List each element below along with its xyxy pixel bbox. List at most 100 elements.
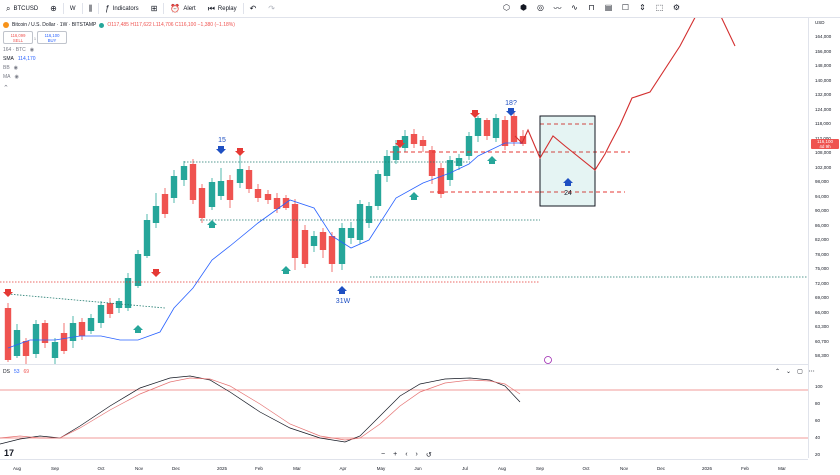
price-tick: 140,000 [815, 77, 832, 83]
eye-icon[interactable]: ◉ [29, 47, 35, 53]
candle-body [347, 228, 355, 238]
price-tick: 75,000 [815, 266, 829, 271]
candle-body [365, 206, 373, 223]
time-tick: Feb [741, 466, 749, 471]
replay-label: Replay [217, 5, 237, 12]
alert-button[interactable]: ⏰ Alert [164, 0, 201, 18]
undo-button[interactable]: ↶ [244, 0, 263, 18]
indicator-legend-bb[interactable]: BB ◉ [3, 65, 18, 71]
eye-icon[interactable]: ◉ [14, 74, 19, 80]
candle-body [428, 150, 436, 176]
cycle-arrow [337, 286, 347, 294]
price-tick: 60,700 [815, 338, 829, 344]
candle-body [483, 120, 491, 136]
indicators-button[interactable]: ƒ Indicators [99, 0, 144, 18]
time-tick: Oct [97, 466, 105, 471]
maximize-icon[interactable]: ▢ [797, 369, 803, 375]
candle-body [419, 140, 427, 146]
compare-button[interactable]: ⊕ [44, 0, 63, 18]
tradingview-logo: 17 [4, 448, 15, 458]
target-icon[interactable]: ◎ [537, 3, 544, 12]
ruler-icon[interactable]: ⇕ [639, 3, 646, 12]
oscillator-axis[interactable]: 100 80 60 40 20 [808, 366, 840, 458]
time-axis[interactable]: Aug Sep Oct Nov Dec 2025 Feb Mar Apr May Jun Jul Aug… [0, 459, 808, 475]
zoom-out-button[interactable]: − [381, 451, 386, 458]
oscillator-line-2 [0, 377, 521, 441]
candle-body [4, 308, 12, 360]
oscillator-tick: 60 [815, 418, 821, 423]
candle-body [115, 301, 123, 308]
divider [163, 3, 165, 14]
indicator-legend-sma[interactable]: SMA 114,170 [3, 56, 36, 62]
buy-arrow [133, 325, 143, 333]
candle-body [217, 181, 225, 196]
indicator-legend-ma[interactable]: MA ◉ [3, 74, 19, 80]
price-tick: 86,000 [815, 222, 829, 228]
time-tick: Aug [497, 466, 507, 471]
price-tick: 156,000 [815, 48, 832, 54]
wave-icon[interactable]: ∿ [571, 3, 578, 12]
move-up-icon[interactable]: ⌃ [775, 369, 781, 375]
cycle-label-15: 15 [218, 137, 226, 144]
candle-body [170, 176, 178, 198]
currency-label: USD [815, 20, 825, 25]
sell-arrow [470, 110, 480, 118]
oscillator-chart[interactable] [0, 366, 808, 458]
candle-body [97, 305, 105, 323]
settings-icon[interactable]: ⚙ [672, 3, 681, 12]
interval-button[interactable]: W [64, 0, 82, 18]
bb-label: BB [3, 65, 10, 71]
time-tick: Dec [656, 466, 666, 471]
zoom-in-button[interactable]: + [393, 451, 398, 458]
sell-button[interactable]: 116,099 SELL [3, 31, 33, 44]
oscillator-name: DS [3, 369, 10, 375]
table-icon[interactable]: ▤ [604, 3, 613, 12]
candle-body [510, 116, 518, 142]
fib-icon[interactable]: ⊓ [588, 3, 595, 12]
candle-body [198, 188, 206, 218]
candle-body [208, 182, 216, 207]
replay-button[interactable]: ⏮ Replay [202, 0, 243, 18]
more-icon[interactable]: ⋯ [808, 369, 815, 375]
indicator-legend-1[interactable]: 164 · BTC ◉ [3, 47, 34, 53]
time-tick: Jul [462, 466, 468, 471]
projection-box [539, 115, 596, 207]
candle-body [455, 158, 463, 166]
sell-arrow [151, 269, 161, 277]
candle-body [22, 341, 30, 356]
top-toolbar: ⌕ BTCUSD ⊕ W ⫼ ƒ Indicators ⊞ ⏰ Alert ⏮ … [0, 0, 840, 18]
divider [62, 3, 64, 14]
redo-button[interactable]: ↷ [262, 0, 281, 18]
symbol-search[interactable]: ⌕ BTCUSD [0, 0, 44, 18]
price-tick: 90,000 [815, 208, 829, 213]
price-axis[interactable]: USD 164,000 156,000 148,000 140,000 132,000 1… [808, 18, 840, 458]
buy-button[interactable]: 116,100 BUY [37, 31, 67, 44]
candle-body [87, 318, 95, 331]
candle-body [143, 220, 151, 256]
zoom-controls: − + ‹ › ↺ [378, 451, 435, 459]
oscillator-tick: 100 [815, 384, 823, 389]
move-down-icon[interactable]: ⌄ [786, 369, 792, 375]
ohlc-values: O117,485 H117,622 L114,706 C116,100 −1,3… [107, 22, 235, 28]
rect-select-icon[interactable]: ⬚ [655, 3, 664, 12]
reset-chart-button[interactable]: ↺ [425, 452, 432, 459]
sell-label: SELL [12, 38, 24, 43]
current-price-countdown: 4d 9h [819, 144, 831, 149]
chart-type-button[interactable]: ⫼ [83, 0, 99, 18]
scroll-left-button[interactable]: ‹ [405, 451, 408, 458]
pattern-tool-icon-2[interactable]: ⬢ [520, 3, 527, 12]
pane-separator[interactable] [0, 364, 808, 365]
zigzag-icon[interactable]: 〰 [553, 4, 562, 13]
chart-legend: Bitcoin / U.S. Dollar · 1W · BITSTAMP O1… [3, 21, 235, 29]
main-chart[interactable]: 15 18? 31W 24 [0, 18, 808, 458]
pattern-tool-icon[interactable]: ⬡ [503, 3, 510, 12]
box-icon[interactable]: ☐ [621, 3, 630, 12]
scroll-right-button[interactable]: › [415, 451, 418, 458]
oscillator-tick: 80 [815, 401, 821, 406]
eye-icon[interactable]: ◉ [13, 65, 19, 71]
oscillator-line-1 [0, 375, 521, 445]
candle-body [236, 169, 244, 183]
templates-button[interactable]: ⊞ [145, 0, 164, 18]
collapse-legend-icon[interactable]: ⌃ [3, 85, 9, 92]
